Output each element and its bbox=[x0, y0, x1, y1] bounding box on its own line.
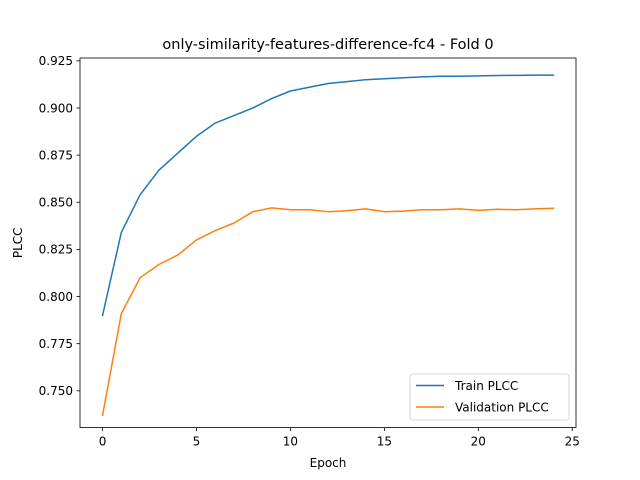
x-tick-label: 20 bbox=[471, 435, 486, 449]
y-tick-label: 0.900 bbox=[39, 101, 73, 115]
series-line-train-plcc bbox=[101, 74, 555, 317]
y-tick-label: 0.825 bbox=[39, 243, 73, 257]
chart-title: only-similarity-features-difference-fc4 … bbox=[162, 37, 493, 53]
x-tick-label: 5 bbox=[193, 435, 201, 449]
y-tick-label: 0.775 bbox=[39, 337, 73, 351]
legend-label: Validation PLCC bbox=[455, 400, 549, 414]
y-tick-label: 0.850 bbox=[39, 196, 73, 210]
series-line-validation-plcc bbox=[101, 207, 555, 417]
legend-box bbox=[409, 373, 570, 421]
x-tick-label: 0 bbox=[99, 435, 107, 449]
x-axis-ticks: 0 5 10 15 20 25 bbox=[99, 427, 580, 449]
x-tick-label: 25 bbox=[565, 435, 580, 449]
y-tick-label: 0.750 bbox=[39, 384, 73, 398]
y-tick-label: 0.875 bbox=[39, 148, 73, 162]
y-axis-title: PLCC bbox=[11, 227, 25, 258]
x-axis-title: Epoch bbox=[310, 456, 347, 470]
plot-area bbox=[80, 58, 576, 428]
series-layer bbox=[101, 74, 555, 417]
y-tick-label: 0.925 bbox=[39, 54, 73, 68]
y-tick-label: 0.800 bbox=[39, 290, 73, 304]
legend-label: Train PLCC bbox=[454, 379, 518, 393]
x-tick-label: 10 bbox=[283, 435, 298, 449]
y-axis-ticks: 0.750 0.775 0.800 0.825 0.850 0.875 0.900 0.925 bbox=[39, 54, 80, 398]
x-tick-label: 15 bbox=[377, 435, 392, 449]
legend: Train PLCC Validation PLCC bbox=[409, 373, 570, 421]
plot-frame bbox=[79, 57, 577, 429]
